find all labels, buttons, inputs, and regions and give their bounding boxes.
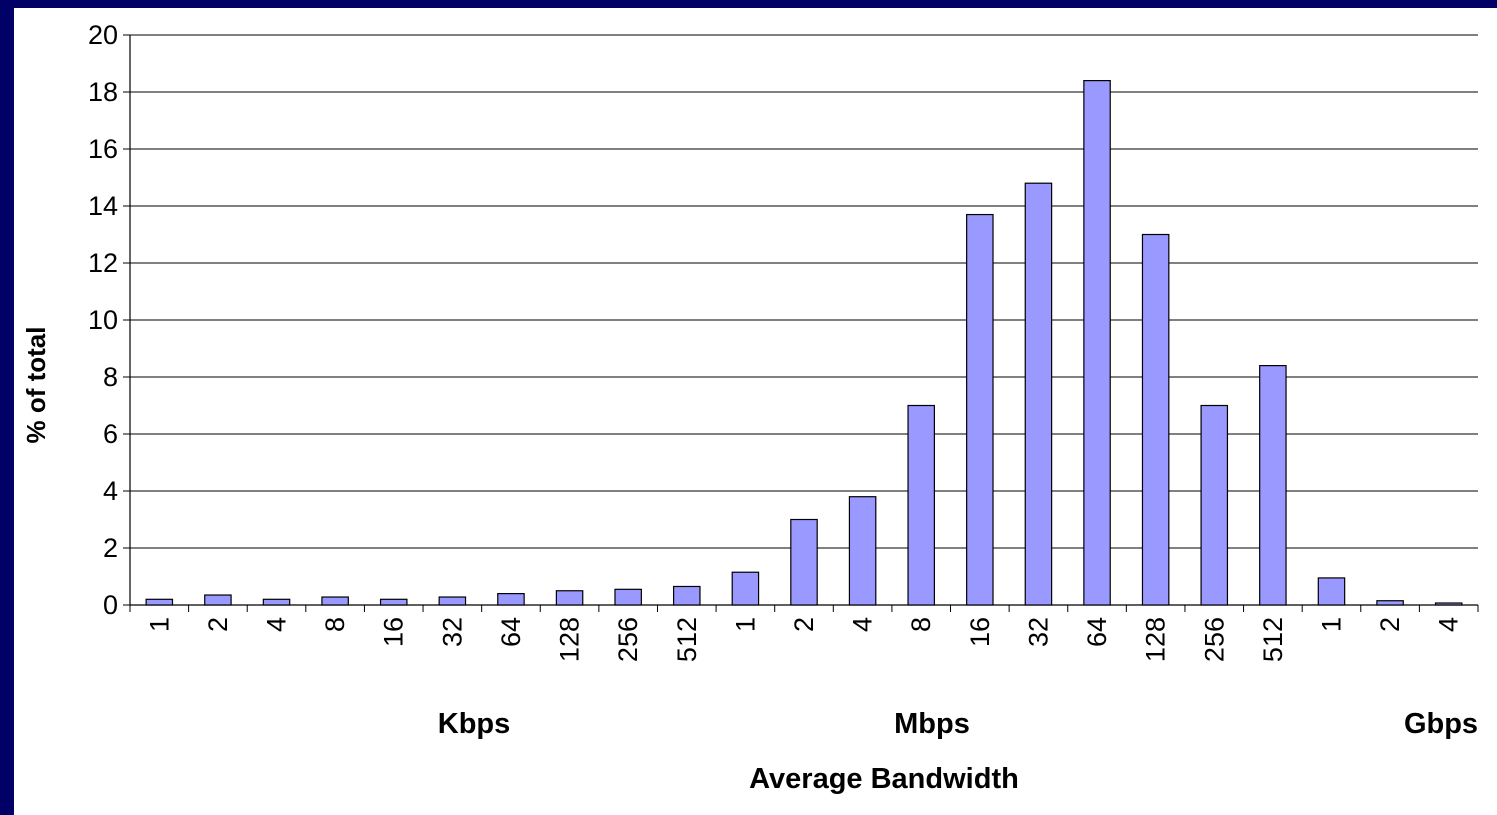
x-tick-label: 256 [613, 617, 643, 662]
y-tick-label: 4 [103, 476, 118, 506]
x-tick-label: 512 [1258, 617, 1288, 662]
bar [555, 590, 584, 606]
x-tick-label: 64 [1082, 617, 1112, 647]
bar [1141, 233, 1170, 606]
bar [614, 588, 642, 606]
x-tick-label: 4 [262, 617, 292, 632]
y-tick-label: 18 [88, 77, 118, 107]
x-tick-label: 128 [1141, 617, 1171, 662]
y-tick-label: 20 [88, 20, 118, 50]
bar [1200, 404, 1229, 606]
x-tick-label: 2 [203, 617, 233, 632]
bar [672, 585, 701, 606]
bar [497, 592, 525, 606]
bar [204, 594, 232, 606]
x-axis-title: Average Bandwidth [749, 763, 1019, 795]
x-tick-label: 2 [789, 617, 819, 632]
unit-labels: Kbps Mbps Gbps [438, 708, 1478, 740]
bar [438, 596, 467, 606]
x-tick-label: 2 [1375, 617, 1405, 632]
y-tick-label: 10 [88, 305, 118, 335]
y-tick-label: 2 [103, 533, 118, 563]
bar [321, 596, 349, 606]
x-tick-label: 1 [144, 617, 174, 632]
x-tick-label: 512 [672, 617, 702, 662]
y-tick-label: 0 [103, 590, 118, 620]
x-tick-label: 16 [965, 617, 995, 647]
bar [145, 598, 174, 606]
bar [1317, 577, 1346, 606]
gridlines [130, 34, 1478, 549]
x-tick-label: 8 [320, 617, 350, 632]
x-tick-label: 4 [1434, 617, 1464, 632]
x-tick-label: 16 [379, 617, 409, 647]
x-tick-label: 256 [1199, 617, 1229, 662]
unit-label-kbps: Kbps [438, 708, 511, 740]
y-tick-labels: 0 2 4 6 8 10 12 14 16 18 20 [88, 20, 118, 620]
x-tick-label: 64 [496, 617, 526, 647]
x-tick-label: 1 [730, 617, 760, 632]
y-axis-title: % of total [21, 327, 51, 444]
bars [145, 79, 1463, 606]
bar [262, 598, 291, 606]
bar [848, 496, 877, 606]
x-tick-label: 8 [906, 617, 936, 632]
y-tick-label: 16 [88, 134, 118, 164]
x-tick-label: 128 [555, 617, 585, 662]
x-tick-label: 4 [848, 617, 878, 632]
x-tick-label: 1 [1316, 617, 1346, 632]
x-tick-label: 32 [437, 617, 467, 647]
x-tick-label: 32 [1023, 617, 1053, 647]
unit-label-gbps: Gbps [1404, 708, 1478, 740]
bar [1259, 365, 1287, 606]
bar [379, 598, 408, 606]
y-tick-label: 6 [103, 419, 118, 449]
bar [966, 213, 994, 606]
bar [1434, 602, 1463, 606]
unit-label-mbps: Mbps [894, 708, 970, 740]
bar [790, 518, 818, 606]
y-tick-label: 8 [103, 362, 118, 392]
bar [731, 571, 760, 606]
y-tick-label: 14 [88, 191, 118, 221]
x-tick-labels: 1 2 4 8 16 32 64 128 256 512 1 2 4 8 16 32 64 128 256 512 1 2… [144, 617, 1463, 662]
bar [1083, 79, 1111, 606]
y-tick-label: 12 [88, 248, 118, 278]
bar [1376, 600, 1404, 606]
bar [907, 404, 936, 606]
chart-canvas [14, 8, 1497, 815]
bar [1024, 182, 1053, 606]
